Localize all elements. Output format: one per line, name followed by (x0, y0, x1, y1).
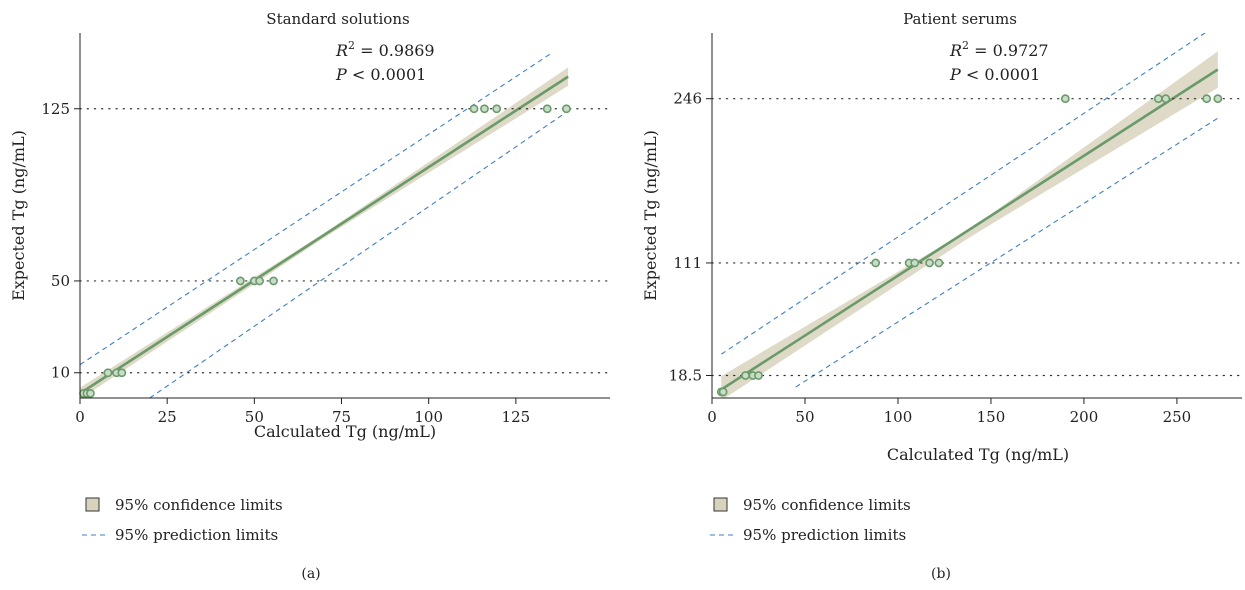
data-point (469, 104, 479, 114)
prediction-limit-lower (795, 117, 1219, 388)
r-squared-value: = 0.9727 (969, 41, 1049, 60)
r-squared-superscript: 2 (962, 39, 969, 52)
p-symbol: P (949, 65, 961, 84)
data-point (562, 104, 571, 114)
p-value-annotation: P < 0.0001 (335, 65, 426, 84)
data-point (542, 104, 552, 114)
data-point (86, 389, 95, 398)
y-tick-label: 18.5 (669, 366, 702, 384)
data-point (1060, 94, 1070, 104)
y-tick-label: 246 (673, 90, 702, 108)
prediction-limit-upper (720, 33, 1206, 355)
p-value: < 0.0001 (961, 65, 1041, 84)
x-tick-label: 100 (884, 408, 913, 426)
legend-label: 95% prediction limits (115, 526, 278, 544)
legend-label: 95% confidence limits (743, 496, 911, 514)
legend-label: 95% prediction limits (743, 526, 906, 544)
data-point (934, 258, 944, 268)
data-point (718, 387, 728, 397)
r-squared-value: = 0.9869 (355, 41, 435, 60)
data-point (910, 258, 920, 268)
x-tick-label: 250 (1163, 408, 1192, 426)
data-point (480, 104, 489, 114)
x-tick-label: 50 (795, 408, 814, 426)
p-symbol: P (335, 65, 347, 84)
panel-label: (b) (931, 566, 951, 582)
chart-title: Patient serums (903, 10, 1017, 28)
legend-swatch-confidence (713, 497, 728, 512)
x-tick-label: 75 (332, 408, 351, 426)
y-tick-label: 50 (51, 272, 70, 290)
x-axis-label: Calculated Tg (ng/mL) (887, 445, 1069, 464)
x-axis-label: Calculated Tg (ng/mL) (254, 422, 436, 441)
y-tick-label: 111 (673, 254, 702, 272)
r-squared-superscript: 2 (348, 39, 355, 52)
data-point (754, 371, 763, 380)
data-point (1202, 94, 1212, 104)
prediction-limit-upper (80, 53, 552, 366)
p-value-annotation: P < 0.0001 (949, 65, 1040, 84)
y-tick-label: 125 (41, 100, 70, 118)
legend-label: 95% confidence limits (115, 496, 283, 514)
plot-area (720, 33, 1219, 398)
regression-line (720, 68, 1219, 391)
prediction-limit-lower (149, 112, 565, 398)
data-point (103, 368, 113, 378)
p-value: < 0.0001 (347, 65, 427, 84)
x-tick-label: 0 (75, 408, 85, 426)
r-squared-symbol: R (335, 41, 348, 60)
x-tick-label: 200 (1070, 408, 1099, 426)
x-tick-label: 0 (707, 408, 717, 426)
data-point (235, 276, 245, 286)
x-tick-label: 25 (158, 408, 177, 426)
data-point (925, 258, 934, 268)
confidence-band (80, 67, 569, 398)
y-axis-label: Expected Tg (ng/mL) (641, 130, 660, 301)
y-axis-label: Expected Tg (ng/mL) (9, 130, 28, 301)
confidence-band (721, 51, 1218, 398)
chart-title: Standard solutions (266, 10, 409, 28)
data-point (1213, 94, 1223, 104)
panel-label: (a) (301, 566, 320, 582)
data-point (492, 104, 502, 114)
data-point (255, 276, 264, 286)
r-squared-symbol: R (949, 41, 962, 60)
y-tick-label: 10 (51, 364, 70, 382)
x-tick-label: 125 (502, 408, 531, 426)
data-point (269, 276, 278, 286)
x-tick-label: 150 (977, 408, 1006, 426)
data-point (117, 368, 127, 378)
r-squared-annotation: R2 = 0.9727 (949, 39, 1049, 60)
data-point (1153, 94, 1163, 104)
x-tick-label: 50 (245, 408, 264, 426)
data-point (741, 371, 750, 380)
legend-swatch-confidence (85, 497, 100, 512)
regression-line (80, 75, 569, 395)
panel-b-patient-serums: 0 50 100 150 200 250 18.5 111 246 Patient serums C… (641, 10, 1243, 582)
data-point (871, 258, 881, 268)
x-tick-label: 100 (414, 408, 443, 426)
r-squared-annotation: R2 = 0.9869 (335, 39, 435, 60)
panel-a-standard-solutions: 0 25 50 75 100 125 10 50 125 Standard solutions Ca… (9, 10, 611, 582)
data-point (1161, 94, 1171, 104)
